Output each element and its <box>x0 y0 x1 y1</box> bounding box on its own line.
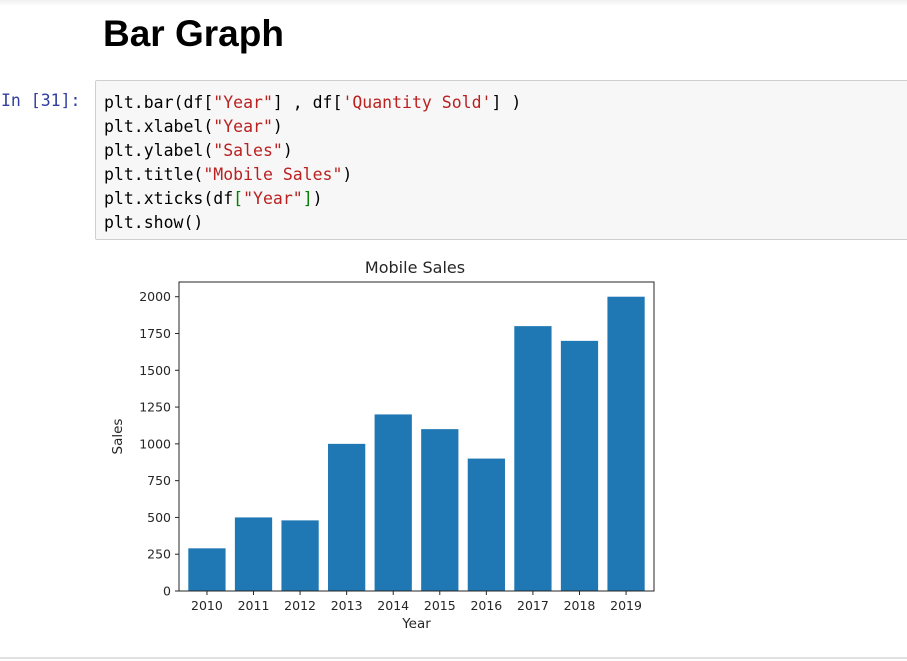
chart-title: Mobile Sales <box>365 258 465 277</box>
code-token: plt.xticks(df <box>104 189 234 208</box>
y-tick-label: 1000 <box>139 436 171 451</box>
code-string-token: "Year" <box>213 93 273 112</box>
code-string-token: "Sales" <box>213 141 283 160</box>
x-tick-label: 2013 <box>331 598 363 613</box>
y-tick-label: 750 <box>147 473 171 488</box>
code-token: ) <box>312 189 323 208</box>
y-tick-label: 2000 <box>139 289 171 304</box>
bar-2016 <box>467 458 505 591</box>
bar-chart: Mobile Sales 0 250 500 750 1000 1250 1500 1750 2… <box>110 258 655 632</box>
code-token: [ <box>233 189 244 208</box>
code-token: plt.ylabel( <box>104 141 214 160</box>
bar-2014 <box>374 414 412 591</box>
code-token: ] , df[ <box>272 93 343 112</box>
code-line: plt.bar(df["Year"] , df['Quantity Sold']… <box>104 93 521 112</box>
code-line: plt.title("Mobile Sales") <box>104 165 352 184</box>
bar-2011 <box>234 517 273 591</box>
code-cell[interactable]: plt.bar(df["Year"] , df['Quantity Sold']… <box>95 80 907 240</box>
code-string-token: "Year" <box>243 189 303 208</box>
cell-prompt: In [31]: <box>1 91 81 110</box>
bar-2019 <box>607 296 645 591</box>
code-token: ] <box>302 189 313 208</box>
x-tick-label: 2014 <box>377 598 409 613</box>
y-tick-label: 1250 <box>139 400 171 415</box>
bar-2012 <box>281 520 319 591</box>
y-tick-label: 1750 <box>139 326 171 341</box>
x-tick-label: 2016 <box>470 598 502 613</box>
y-tick-label: 0 <box>163 584 171 599</box>
y-tick-label: 500 <box>147 510 171 525</box>
code-string-token: "Year" <box>213 117 273 136</box>
code-token: plt.xlabel( <box>104 117 214 136</box>
code-string-token: "Mobile Sales" <box>203 165 343 184</box>
code-line: plt.ylabel("Sales") <box>104 141 293 160</box>
code-token: ) <box>342 165 353 184</box>
code-token: ) <box>282 141 293 160</box>
cell-output: Mobile Sales 0 250 500 750 1000 1250 1500 1750 2… <box>95 245 675 645</box>
code-token: plt.title( <box>104 165 204 184</box>
code-token: ] ) <box>491 93 522 112</box>
x-axis: 2010 2011 2012 2013 2014 2015 2016 2017 2018 2019 <box>191 591 642 613</box>
top-edge-shadow <box>0 0 907 6</box>
code-token: ) <box>272 117 283 136</box>
code-token: plt.show() <box>104 213 204 232</box>
bar-2013 <box>328 443 366 591</box>
bar-2010 <box>188 548 226 591</box>
y-tick-label: 250 <box>147 547 171 562</box>
code-token: plt.bar(df[ <box>104 93 214 112</box>
x-tick-label: 2019 <box>610 598 642 613</box>
code-line: plt.xlabel("Year") <box>104 117 283 136</box>
code-string-token: 'Quantity Sold' <box>342 93 492 112</box>
x-tick-label: 2015 <box>424 598 456 613</box>
code-line: plt.xticks(df["Year"]) <box>104 189 323 208</box>
bar-2015 <box>421 429 459 591</box>
plot-frame <box>178 281 655 592</box>
code-editor[interactable]: plt.bar(df["Year"] , df['Quantity Sold']… <box>104 91 521 235</box>
notebook-heading: Bar Graph <box>103 13 284 54</box>
bar-2017 <box>514 326 552 591</box>
code-line: plt.show() <box>104 213 203 232</box>
bar-2018 <box>560 340 599 591</box>
x-tick-label: 2010 <box>191 598 223 613</box>
x-tick-label: 2012 <box>284 598 316 613</box>
x-axis-label: Year <box>401 616 431 632</box>
cell-divider <box>0 657 907 659</box>
y-axis: 0 250 500 750 1000 1250 1500 1750 2000 <box>139 289 179 599</box>
x-tick-label: 2017 <box>517 598 549 613</box>
y-tick-label: 1500 <box>139 363 171 378</box>
x-tick-label: 2018 <box>564 598 596 613</box>
x-tick-label: 2011 <box>238 598 270 613</box>
bars-group <box>188 296 645 591</box>
y-axis-label: Sales <box>110 419 126 455</box>
